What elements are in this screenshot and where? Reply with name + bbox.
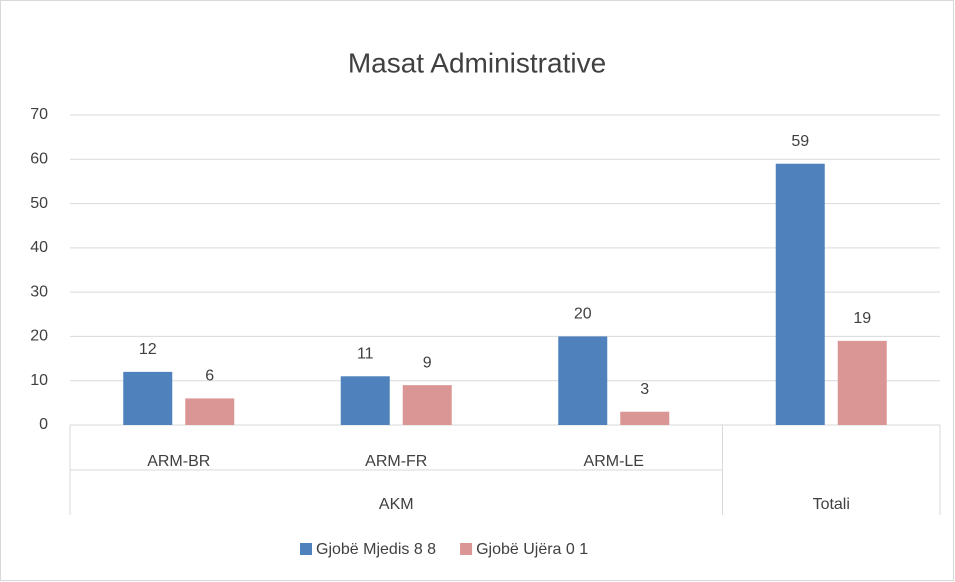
data-label: 59 <box>791 133 809 150</box>
bar <box>123 371 173 425</box>
data-label: 20 <box>574 306 592 323</box>
data-label: 3 <box>640 381 649 398</box>
data-label: 11 <box>357 346 374 363</box>
data-label: 12 <box>139 341 157 358</box>
y-tick-label: 20 <box>30 328 48 345</box>
y-tick-label: 30 <box>30 283 48 300</box>
chart-title: Masat Administrative <box>348 47 606 78</box>
bar <box>775 163 825 425</box>
legend-swatch <box>300 543 312 555</box>
legend-label: Gjobë Mjedis 8 8 <box>316 541 436 558</box>
x-tick-label: ARM-BR <box>147 453 210 470</box>
y-tick-label: 60 <box>30 151 48 168</box>
y-tick-label: 70 <box>30 106 48 123</box>
y-tick-label: 0 <box>39 416 48 433</box>
bar <box>837 340 887 425</box>
x-tick-label: ARM-FR <box>365 453 427 470</box>
y-tick-label: 10 <box>30 372 48 389</box>
bar <box>340 376 390 425</box>
data-label: 9 <box>423 354 432 371</box>
x-tick-label: ARM-LE <box>584 453 644 470</box>
bar <box>185 398 235 425</box>
y-tick-label: 40 <box>30 239 48 256</box>
group-label: AKM <box>379 496 414 513</box>
y-tick-label: 50 <box>30 195 48 212</box>
data-label: 6 <box>205 368 214 385</box>
legend-label: Gjobë Ujëra 0 1 <box>476 541 588 558</box>
bar <box>402 385 452 425</box>
bar <box>558 336 608 425</box>
group-label: Totali <box>813 496 850 513</box>
data-label: 19 <box>853 310 871 327</box>
bar <box>620 411 670 425</box>
legend-swatch <box>460 543 473 555</box>
